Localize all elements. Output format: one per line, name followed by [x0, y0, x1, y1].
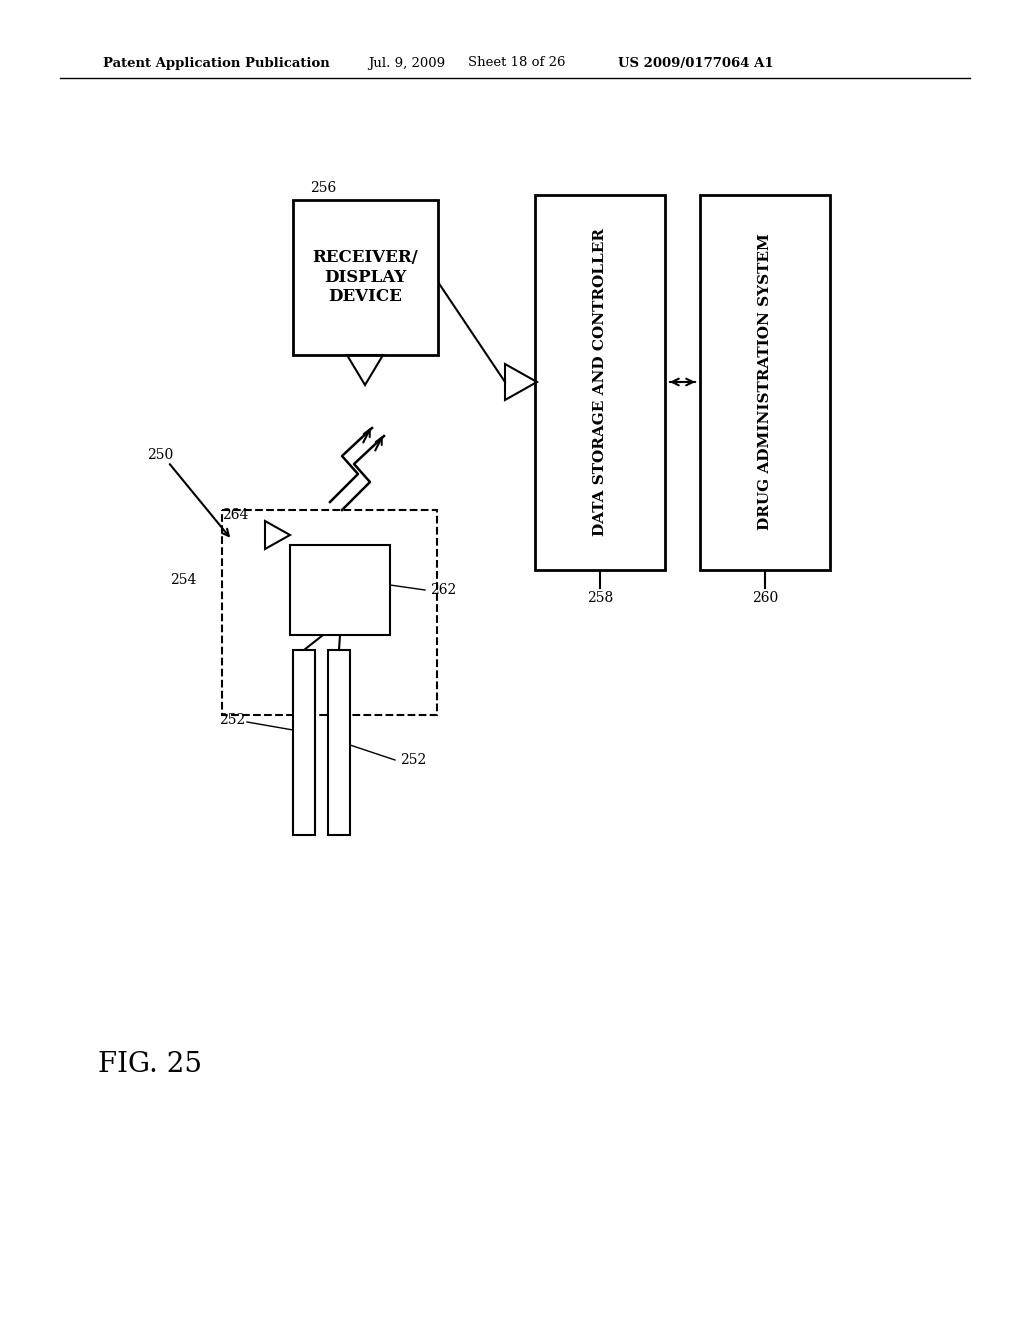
Text: Jul. 9, 2009: Jul. 9, 2009 [368, 57, 445, 70]
Text: 258: 258 [587, 591, 613, 605]
Text: 262: 262 [430, 583, 457, 597]
Bar [328, 649, 350, 836]
Text: 260: 260 [752, 591, 778, 605]
Text: Patent Application Publication: Patent Application Publication [103, 57, 330, 70]
Bar [222, 510, 437, 715]
Text: DRUG ADMINISTRATION SYSTEM: DRUG ADMINISTRATION SYSTEM [758, 234, 772, 531]
Bar [535, 195, 665, 570]
Text: 252: 252 [400, 752, 426, 767]
Text: DATA STORAGE AND CONTROLLER: DATA STORAGE AND CONTROLLER [593, 228, 607, 536]
Text: 256: 256 [310, 181, 336, 195]
Text: 250: 250 [147, 447, 173, 462]
Text: RECEIVER/
DISPLAY
DEVICE: RECEIVER/ DISPLAY DEVICE [312, 249, 418, 305]
Text: 254: 254 [170, 573, 196, 587]
Text: US 2009/0177064 A1: US 2009/0177064 A1 [618, 57, 773, 70]
Text: 264: 264 [221, 508, 248, 521]
Bar [700, 195, 830, 570]
Bar [293, 649, 315, 836]
Bar [293, 201, 438, 355]
Text: Sheet 18 of 26: Sheet 18 of 26 [468, 57, 565, 70]
Text: FIG. 25: FIG. 25 [98, 1052, 202, 1078]
Text: 252: 252 [219, 713, 245, 727]
Bar [290, 545, 390, 635]
